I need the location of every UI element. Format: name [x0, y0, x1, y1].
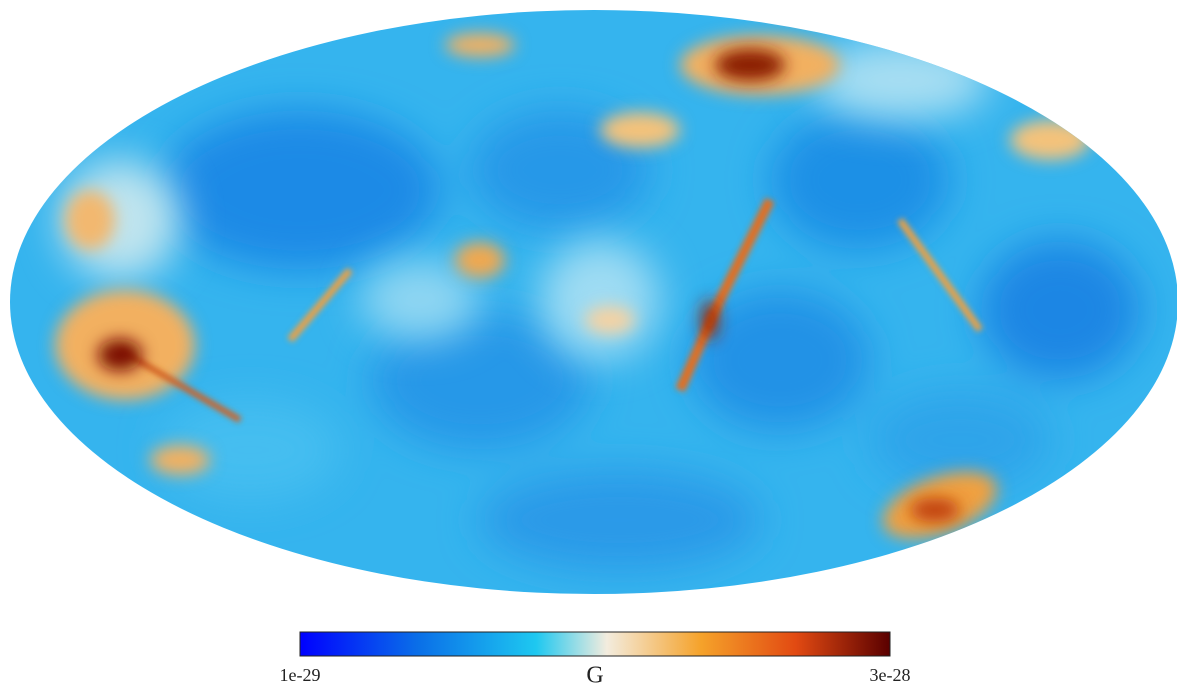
colorbar-max-label: 3e-28	[870, 665, 911, 685]
colorbar-min-label: 1e-29	[280, 665, 321, 685]
mollweide-map	[0, 0, 1177, 600]
sky-map-figure: 1e-29 G 3e-28	[0, 0, 1177, 690]
colorbar-unit-label: G	[586, 663, 603, 689]
colorbar	[300, 632, 890, 656]
